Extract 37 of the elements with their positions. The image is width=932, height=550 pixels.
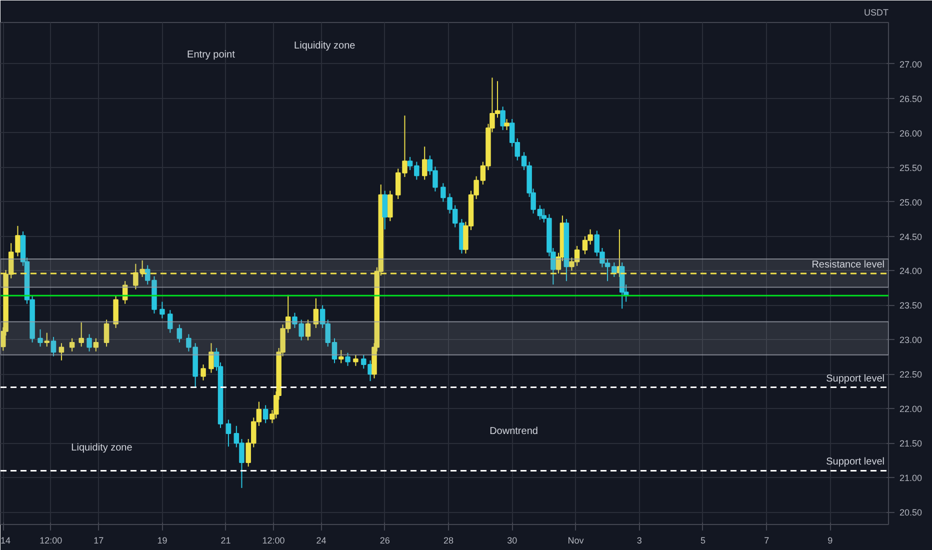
x-tick-label: 19 bbox=[157, 536, 168, 546]
x-tick-label: 28 bbox=[443, 536, 454, 546]
x-tick-label: 9 bbox=[828, 536, 833, 546]
annotation: Entry point bbox=[187, 50, 236, 61]
annotation: Liquidity zone bbox=[71, 442, 133, 454]
y-tick-label: 25.50 bbox=[900, 162, 922, 173]
y-tick-label: 24.50 bbox=[900, 232, 922, 242]
ref-line-label: Support level bbox=[826, 373, 885, 384]
x-tick-label: 12:00 bbox=[262, 536, 285, 546]
annotation: Downtrend bbox=[490, 426, 538, 438]
ref-line-label: Support level bbox=[826, 456, 885, 468]
x-tick-label: 26 bbox=[380, 536, 390, 546]
x-tick-label: 12:00 bbox=[40, 536, 62, 546]
y-tick-label: 22.00 bbox=[900, 404, 922, 414]
y-tick-label: 20.50 bbox=[900, 508, 922, 518]
x-tick-label: 30 bbox=[507, 536, 518, 546]
y-tick-label: 26.00 bbox=[900, 128, 922, 138]
y-tick-label: 22.50 bbox=[900, 370, 922, 380]
y-tick-label: 21.50 bbox=[900, 438, 922, 449]
ref-line-label: Resistance level bbox=[812, 260, 884, 270]
x-tick-label: 17 bbox=[94, 536, 104, 546]
annotation: Liquidity zone bbox=[294, 40, 356, 52]
y-tick-label: 21.00 bbox=[900, 473, 922, 484]
x-tick-label: 14 bbox=[0, 536, 11, 546]
y-tick-label: 25.00 bbox=[900, 197, 922, 208]
x-tick-label: 7 bbox=[764, 536, 770, 546]
x-tick-label: 3 bbox=[636, 536, 642, 546]
y-axis-title: USDT bbox=[864, 8, 889, 18]
y-tick-label: 27.00 bbox=[900, 59, 922, 70]
x-tick-label: Nov bbox=[568, 536, 584, 546]
x-tick-label: 24 bbox=[316, 536, 326, 546]
y-tick-label: 26.50 bbox=[900, 94, 922, 104]
x-tick-label: 21 bbox=[220, 536, 231, 546]
y-tick-label: 24.00 bbox=[900, 266, 922, 276]
y-tick-label: 23.00 bbox=[900, 335, 922, 346]
x-tick-label: 5 bbox=[700, 536, 706, 546]
y-tick-label: 23.50 bbox=[900, 300, 922, 311]
